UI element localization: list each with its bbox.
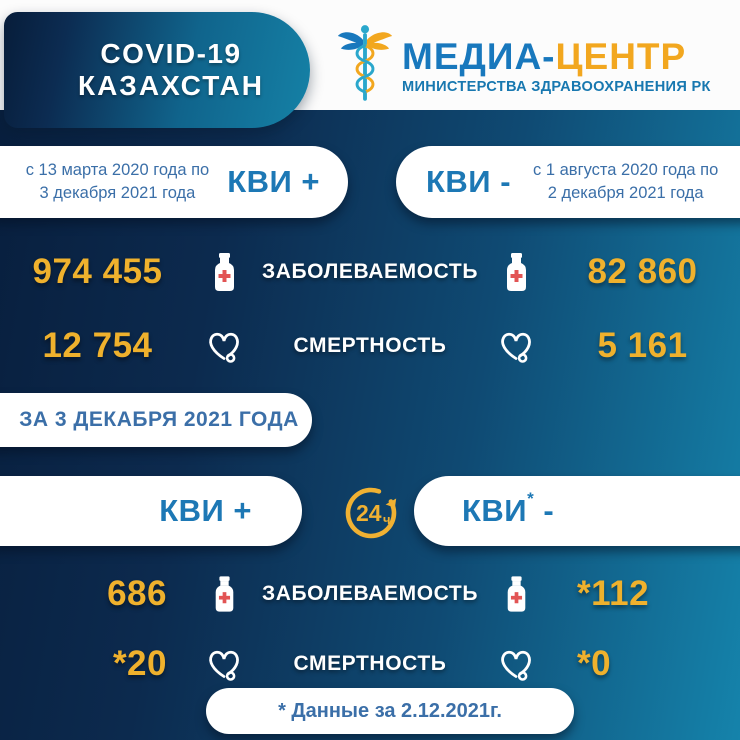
clock-number: 24 [356,500,382,526]
clock-unit: ч [383,512,391,527]
kvi-negative-label: КВИ - [426,164,512,199]
incidence-label: ЗАБОЛЕВАЕМОСТЬ [261,582,479,605]
medicine-bottle-icon [487,253,545,291]
kvi-negative-period-line1: с 1 августа 2020 года по [533,160,719,179]
cumulative-mortality-negative-value: 5 161 [597,326,688,365]
cumulative-incidence-positive-value: 974 455 [32,252,163,291]
kvi-negative-period-pill: КВИ - с 1 августа 2020 года по 2 декабря… [396,146,740,218]
mortality-label: СМЕРТНОСТЬ [293,334,447,357]
media-center-logo: МЕДИА-ЦЕНТР МИНИСТЕРСТВА ЗДРАВООХРАНЕНИЯ… [336,20,736,112]
daily-kvi-positive-label: КВИ + [159,493,252,528]
logo-name: МЕДИА-ЦЕНТР [402,38,711,75]
daily-date-banner: ЗА 3 ДЕКАБРЯ 2021 ГОДА [0,393,312,447]
footnote-pill: * Данные за 2.12.2021г. [206,688,574,734]
asterisk-mark: * [527,488,535,508]
daily-mortality-row: *20 СМЕРТНОСТЬ *0 [0,636,740,692]
daily-mortality-positive-value: *20 [112,644,167,683]
mortality-label: СМЕРТНОСТЬ [293,652,447,675]
heart-stethoscope-icon [195,643,253,685]
cumulative-mortality-positive-value: 12 754 [42,326,153,365]
covid-title-box: COVID-19 КАЗАХСТАН [4,12,310,128]
incidence-label: ЗАБОЛЕВАЕМОСТЬ [261,260,479,283]
kvi-negative-period: с 1 августа 2020 года по 2 декабря 2021 … [533,159,718,205]
daily-incidence-positive-value: 686 [107,574,167,613]
logo-name-part2: ЦЕНТР [555,35,687,77]
clock-24h-icon: 24 ч [339,480,403,544]
heart-stethoscope-icon [487,643,545,685]
kvi-positive-label: КВИ + [227,164,320,199]
medicine-bottle-icon [487,576,545,612]
heart-stethoscope-icon [487,325,545,367]
logo-subtitle: МИНИСТЕРСТВА ЗДРАВООХРАНЕНИЯ РК [402,78,711,95]
cumulative-incidence-row: 974 455 ЗАБОЛЕВАЕМОСТЬ 82 860 [0,244,740,300]
daily-incidence-row: 686 ЗАБОЛЕВАЕМОСТЬ *112 [0,566,740,622]
caduceus-icon [336,21,394,112]
medicine-bottle-icon [195,576,253,612]
footnote-text: * Данные за 2.12.2021г. [278,699,502,722]
covid-title-line2: КАЗАХСТАН [78,70,264,101]
covid-title-line1: COVID-19 [100,38,242,69]
logo-text: МЕДИА-ЦЕНТР МИНИСТЕРСТВА ЗДРАВООХРАНЕНИЯ… [402,38,711,95]
kvi-positive-period: с 13 марта 2020 года по 3 декабря 2021 г… [26,159,210,205]
daily-kvi-positive-pill: КВИ + [0,476,302,546]
logo-name-part1: МЕДИА- [402,35,556,77]
kvi-positive-period-line1: с 13 марта 2020 года по [25,160,210,179]
daily-incidence-negative-value: *112 [577,574,650,613]
daily-kvi-negative-pill: КВИ* - [414,476,740,546]
daily-date-text: ЗА 3 ДЕКАБРЯ 2021 ГОДА [19,408,299,431]
kvi-positive-period-pill: с 13 марта 2020 года по 3 декабря 2021 г… [0,146,348,218]
heart-stethoscope-icon [195,325,253,367]
medicine-bottle-icon [195,253,253,291]
daily-kvi-negative-label: КВИ* - [462,488,555,528]
kvi-negative-period-line2: 2 декабря 2021 года [547,184,704,202]
kvi-positive-period-line2: 3 декабря 2021 года [39,184,196,202]
cumulative-incidence-negative-value: 82 860 [587,252,698,291]
cumulative-mortality-row: 12 754 СМЕРТНОСТЬ 5 161 [0,318,740,374]
daily-mortality-negative-value: *0 [577,644,612,683]
